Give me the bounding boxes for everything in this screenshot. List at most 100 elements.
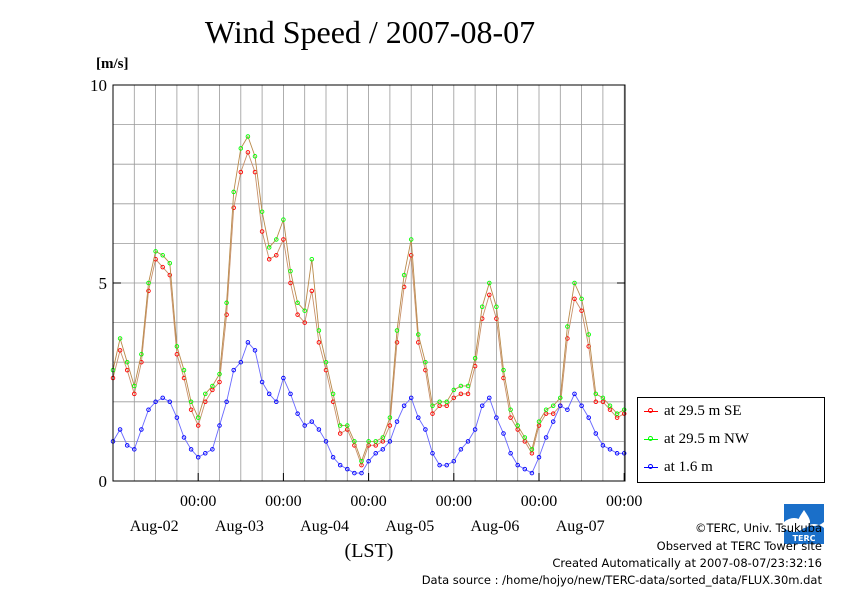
data-point — [536, 454, 542, 460]
data-point — [522, 435, 528, 440]
x-tick-date: Aug-02 — [130, 518, 179, 535]
data-point — [309, 256, 315, 262]
data-point — [345, 423, 350, 428]
data-point — [345, 466, 350, 472]
data-point — [572, 296, 577, 302]
data-point — [203, 399, 208, 405]
legend-label-se: at 29.5 m SE — [664, 402, 742, 419]
x-tick-date: Aug-03 — [215, 518, 264, 535]
data-point — [203, 451, 208, 456]
data-point — [600, 443, 606, 448]
data-point — [430, 411, 435, 416]
data-point — [302, 308, 307, 313]
data-point — [508, 451, 513, 456]
data-point — [195, 454, 201, 460]
data-point — [394, 419, 400, 424]
data-point — [302, 320, 307, 325]
legend: at 29.5 m SE at 29.5 m NW at 1.6 m — [637, 397, 825, 483]
data-point — [238, 146, 244, 151]
data-point — [472, 355, 478, 361]
data-point — [146, 407, 151, 412]
data-point — [558, 395, 563, 401]
data-point — [132, 391, 137, 397]
data-point — [224, 399, 229, 405]
terc-logo-icon: TERC — [784, 504, 824, 544]
data-point — [252, 348, 258, 353]
data-point — [572, 280, 577, 286]
data-point — [586, 415, 591, 420]
data-point — [174, 415, 180, 420]
data-point — [543, 407, 549, 412]
data-point — [132, 447, 137, 452]
data-point — [217, 379, 222, 385]
x-tick-time: 00:00 — [180, 493, 216, 510]
data-point — [572, 391, 577, 397]
data-point — [295, 312, 300, 317]
data-point — [621, 451, 627, 456]
data-point — [281, 217, 286, 222]
data-point — [217, 423, 222, 428]
data-point — [146, 288, 151, 294]
data-point — [188, 399, 194, 405]
data-point — [266, 391, 272, 397]
x-axis-label: (LST) — [345, 540, 394, 562]
data-point — [181, 367, 187, 373]
data-point — [281, 375, 286, 381]
x-tick-time: 00:00 — [265, 493, 301, 510]
data-point — [231, 367, 236, 373]
data-point — [550, 411, 556, 416]
data-point — [337, 431, 343, 436]
data-point — [529, 470, 535, 476]
data-point — [423, 427, 428, 432]
data-point — [600, 395, 606, 401]
data-point — [508, 415, 513, 420]
data-point — [146, 280, 151, 286]
data-point — [607, 403, 613, 409]
y-tick-label: 10 — [90, 76, 107, 95]
data-point — [330, 454, 336, 460]
data-point — [522, 466, 528, 472]
data-point — [401, 403, 407, 409]
data-point — [288, 280, 293, 286]
legend-label-1-6m: at 1.6 m — [664, 458, 713, 475]
data-point — [451, 458, 457, 464]
data-point — [124, 443, 130, 448]
data-point — [380, 447, 386, 452]
data-point — [586, 332, 591, 337]
data-point — [316, 427, 322, 432]
data-point — [352, 470, 357, 476]
data-point — [359, 470, 364, 476]
data-point — [593, 431, 599, 436]
data-point — [479, 304, 485, 310]
data-point — [408, 253, 414, 258]
data-point — [394, 340, 400, 345]
created-text: Created Automatically at 2007-08-07/23:3… — [552, 556, 822, 570]
data-point — [607, 447, 613, 452]
x-tick-date: Aug-04 — [300, 518, 349, 535]
data-point — [366, 458, 371, 464]
data-point — [117, 427, 123, 432]
data-point — [430, 403, 435, 409]
x-tick-time: 00:00 — [350, 493, 386, 510]
legend-item-nw: at 29.5 m NW — [644, 429, 749, 449]
data-point — [444, 399, 449, 405]
data-point — [536, 419, 542, 424]
data-point — [153, 249, 158, 254]
data-point — [430, 451, 435, 456]
data-point — [288, 391, 293, 397]
data-point — [501, 367, 506, 373]
data-point — [451, 387, 457, 393]
data-point — [465, 391, 471, 397]
data-point — [274, 399, 279, 405]
data-point — [458, 447, 464, 452]
data-point — [238, 359, 244, 365]
data-point — [259, 229, 265, 234]
data-point — [458, 383, 464, 389]
data-point — [408, 237, 414, 242]
data-point — [132, 383, 137, 389]
data-point — [416, 415, 421, 420]
data-point — [323, 359, 329, 365]
data-point — [153, 399, 158, 405]
data-point — [224, 312, 229, 317]
data-point — [274, 237, 279, 242]
